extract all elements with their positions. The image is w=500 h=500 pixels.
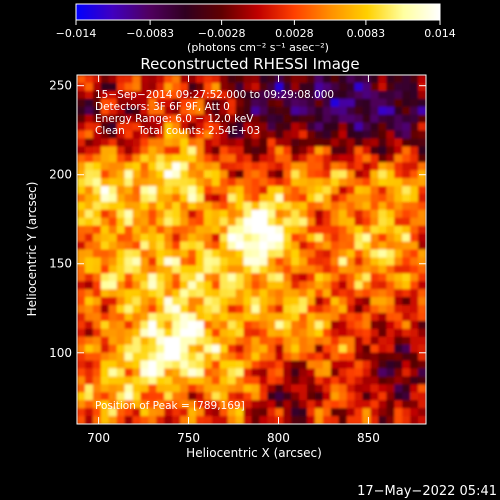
y-tick-label: 200 [49,168,72,182]
plot-frame [76,74,427,425]
chart-title: Reconstructed RHESSI Image [140,55,359,73]
x-tick-label: 700 [87,431,110,445]
colorbar-units: (photons cm⁻² s⁻¹ asec⁻²) [187,41,329,54]
x-tick-label: 800 [267,431,290,445]
y-tick-label: 150 [49,257,72,271]
colorbar-ticks: −0.014 −0.0083 −0.0028 0.0028 0.0083 0.014 [56,20,456,40]
colorbar-strip [76,4,440,20]
x-axis-label: Heliocentric X (arcsec) [186,446,322,460]
y-axis-label: Heliocentric Y (arcsec) [25,182,39,317]
annotation-time-range: 15−Sep−2014 09:27:52.000 to 09:29:08.000 [95,89,334,101]
annotation-energy-range: Energy Range: 6.0 − 12.0 keV [95,113,254,125]
peak-position-label: Position of Peak = [789,169] [95,400,245,412]
colorbar-tick-label: 0.0083 [347,27,386,40]
colorbar-frame [75,3,441,21]
colorbar-tick-label: 0.0028 [275,27,314,40]
x-tick-label: 750 [177,431,200,445]
annotation-block: 15−Sep−2014 09:27:52.000 to 09:29:08.000… [95,89,334,137]
y-tick-label: 100 [49,346,72,360]
colorbar: −0.014 −0.0083 −0.0028 0.0028 0.0083 0.014 (p… [56,3,456,54]
annotation-detectors: Detectors: 3F 6F 9F, Att 0 [95,101,230,113]
colorbar-tick-label: 0.014 [424,27,456,40]
colorbar-tick-label: −0.014 [56,27,97,40]
heatmap-image [77,75,426,424]
plot-area: 700 750 800 850 100 150 200 250 [49,74,427,445]
render-timestamp: 17−May−2022 05:41 [357,484,497,499]
axis-ticks: 700 750 800 850 100 150 200 250 [49,75,426,445]
colorbar-tick-label: −0.0028 [198,27,246,40]
annotation-clean-counts: Clean Total counts: 2.54E+03 [95,125,260,137]
y-tick-label: 250 [49,79,72,93]
colorbar-tick-label: −0.0083 [126,27,174,40]
x-tick-label: 850 [357,431,380,445]
